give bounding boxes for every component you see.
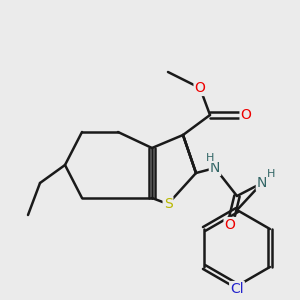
Text: N: N: [257, 176, 267, 190]
Text: Cl: Cl: [230, 282, 244, 296]
Text: H: H: [206, 152, 215, 163]
Text: S: S: [164, 197, 172, 211]
Text: H: H: [267, 169, 275, 179]
Text: N: N: [210, 161, 220, 175]
Text: O: O: [241, 108, 251, 122]
Text: O: O: [195, 81, 206, 95]
Text: O: O: [225, 218, 236, 232]
